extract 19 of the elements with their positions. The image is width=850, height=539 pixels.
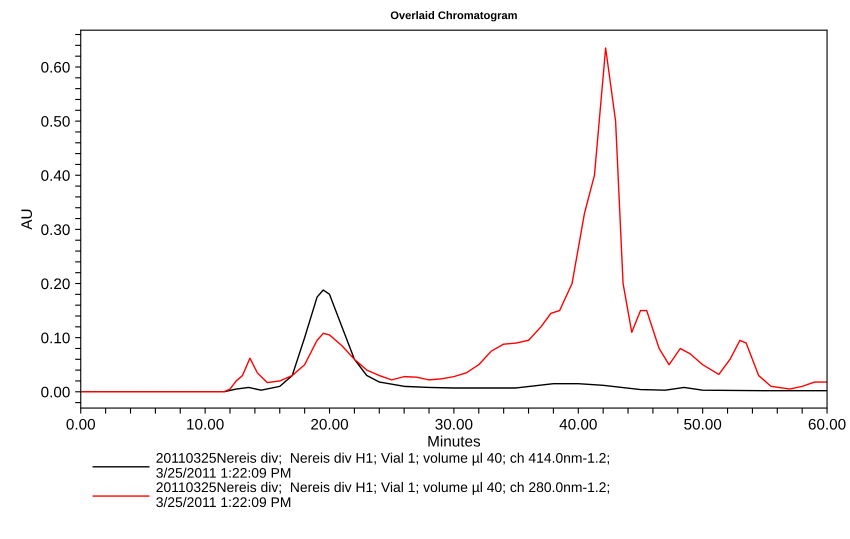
x-tick-label: 20.00	[311, 418, 348, 430]
x-tick-label: 50.00	[684, 418, 722, 430]
x-tick-label: 60.00	[808, 418, 846, 430]
y-axis-title: AU	[21, 210, 32, 230]
legend-label: 20110325Nereis div; Nereis div H1; Vial 1; volume µl 40; ch 280.0nm-1.2; 3/25/2011 1:22:09 PM	[156, 482, 610, 508]
y-tick-label: 0.50	[41, 116, 70, 127]
y-tick-label: 0.20	[41, 278, 70, 290]
chart-title: Overlaid Chromatogram	[390, 11, 517, 22]
legend-label: 20110325Nereis div; Nereis div H1; Vial 1; volume µl 40; ch 414.0nm-1.2; 3/25/2011 1:22:09 PM	[156, 452, 610, 478]
y-tick-label: 0.30	[41, 224, 70, 236]
x-tick-label: 30.00	[435, 418, 472, 430]
y-tick-label: 0.10	[41, 332, 70, 344]
y-tick-label: 0.40	[41, 170, 70, 181]
y-tick-label: 0.60	[41, 62, 70, 73]
x-tick-label: 0.00	[66, 418, 96, 430]
y-tick-label: 0.00	[41, 386, 70, 398]
x-tick-label: 10.00	[187, 418, 224, 430]
x-axis-title: Minutes	[428, 435, 480, 447]
x-tick-label: 40.00	[560, 418, 597, 430]
